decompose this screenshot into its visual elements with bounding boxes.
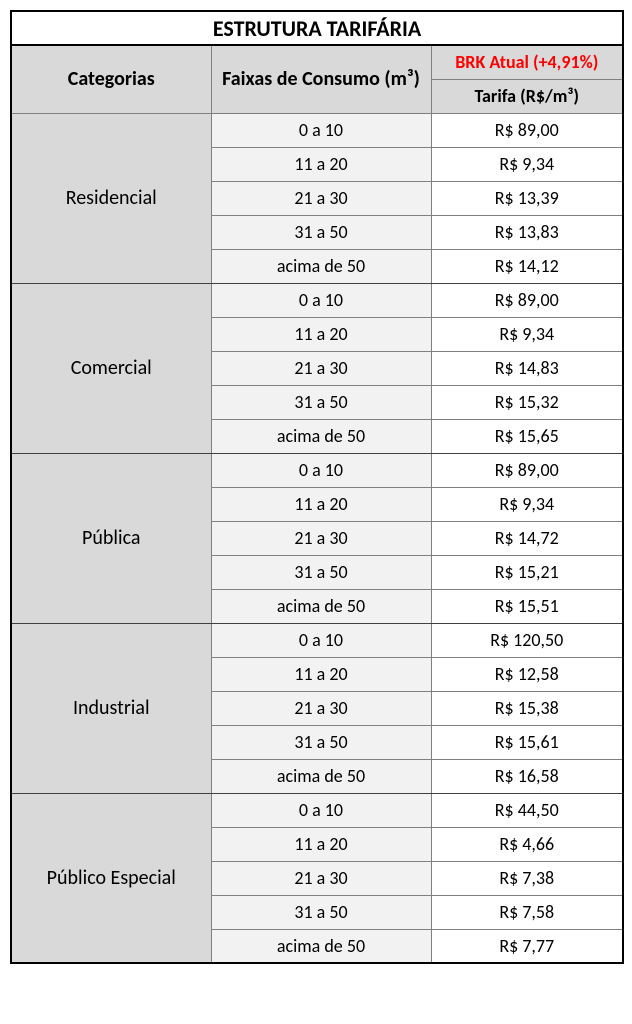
tarifa-cell: R$ 9,34 xyxy=(431,147,623,181)
faixa-cell: 31 a 50 xyxy=(211,555,431,589)
faixa-cell: 0 a 10 xyxy=(211,793,431,827)
faixa-cell: acima de 50 xyxy=(211,589,431,623)
header-brk: BRK Atual (+4,91%) xyxy=(431,45,623,79)
category-name: Industrial xyxy=(11,623,211,793)
faixa-cell: 21 a 30 xyxy=(211,691,431,725)
tarifa-cell: R$ 7,77 xyxy=(431,929,623,963)
tarifa-cell: R$ 13,39 xyxy=(431,181,623,215)
tarifa-cell: R$ 12,58 xyxy=(431,657,623,691)
tarifa-cell: R$ 7,58 xyxy=(431,895,623,929)
tarifa-cell: R$ 89,00 xyxy=(431,453,623,487)
tarifa-cell: R$ 15,61 xyxy=(431,725,623,759)
category-name: Comercial xyxy=(11,283,211,453)
tarifa-cell: R$ 14,12 xyxy=(431,249,623,283)
tarifa-cell: R$ 9,34 xyxy=(431,317,623,351)
faixa-cell: acima de 50 xyxy=(211,419,431,453)
tarifa-cell: R$ 13,83 xyxy=(431,215,623,249)
faixa-cell: 11 a 20 xyxy=(211,317,431,351)
faixa-cell: 0 a 10 xyxy=(211,623,431,657)
tarifa-cell: R$ 44,50 xyxy=(431,793,623,827)
tarifa-cell: R$ 14,83 xyxy=(431,351,623,385)
tarifa-cell: R$ 15,65 xyxy=(431,419,623,453)
faixa-cell: 21 a 30 xyxy=(211,861,431,895)
category-name: Público Especial xyxy=(11,793,211,963)
faixa-cell: acima de 50 xyxy=(211,759,431,793)
faixa-cell: 21 a 30 xyxy=(211,351,431,385)
faixa-cell: 11 a 20 xyxy=(211,487,431,521)
tarifa-cell: R$ 15,32 xyxy=(431,385,623,419)
faixa-cell: acima de 50 xyxy=(211,929,431,963)
tarifa-cell: R$ 7,38 xyxy=(431,861,623,895)
tarifa-cell: R$ 16,58 xyxy=(431,759,623,793)
faixa-cell: 0 a 10 xyxy=(211,283,431,317)
faixa-cell: 31 a 50 xyxy=(211,385,431,419)
header-faixas: Faixas de Consumo (m³) xyxy=(211,45,431,113)
category-name: Pública xyxy=(11,453,211,623)
faixa-cell: 11 a 20 xyxy=(211,827,431,861)
faixa-cell: 31 a 50 xyxy=(211,725,431,759)
faixa-cell: acima de 50 xyxy=(211,249,431,283)
faixa-cell: 0 a 10 xyxy=(211,113,431,147)
tarifa-cell: R$ 15,38 xyxy=(431,691,623,725)
tariff-table: ESTRUTURA TARIFÁRIACategoriasFaixas de C… xyxy=(10,10,624,964)
tarifa-cell: R$ 14,72 xyxy=(431,521,623,555)
header-categorias: Categorias xyxy=(11,45,211,113)
category-name: Residencial xyxy=(11,113,211,283)
faixa-cell: 11 a 20 xyxy=(211,657,431,691)
tarifa-cell: R$ 120,50 xyxy=(431,623,623,657)
faixa-cell: 31 a 50 xyxy=(211,895,431,929)
faixa-cell: 21 a 30 xyxy=(211,521,431,555)
faixa-cell: 11 a 20 xyxy=(211,147,431,181)
table-title: ESTRUTURA TARIFÁRIA xyxy=(11,11,623,45)
tarifa-cell: R$ 89,00 xyxy=(431,283,623,317)
tarifa-cell: R$ 15,21 xyxy=(431,555,623,589)
faixa-cell: 0 a 10 xyxy=(211,453,431,487)
header-tarifa: Tarifa (R$/m³) xyxy=(431,79,623,113)
tarifa-cell: R$ 9,34 xyxy=(431,487,623,521)
tarifa-cell: R$ 4,66 xyxy=(431,827,623,861)
faixa-cell: 31 a 50 xyxy=(211,215,431,249)
tarifa-cell: R$ 15,51 xyxy=(431,589,623,623)
tarifa-cell: R$ 89,00 xyxy=(431,113,623,147)
faixa-cell: 21 a 30 xyxy=(211,181,431,215)
